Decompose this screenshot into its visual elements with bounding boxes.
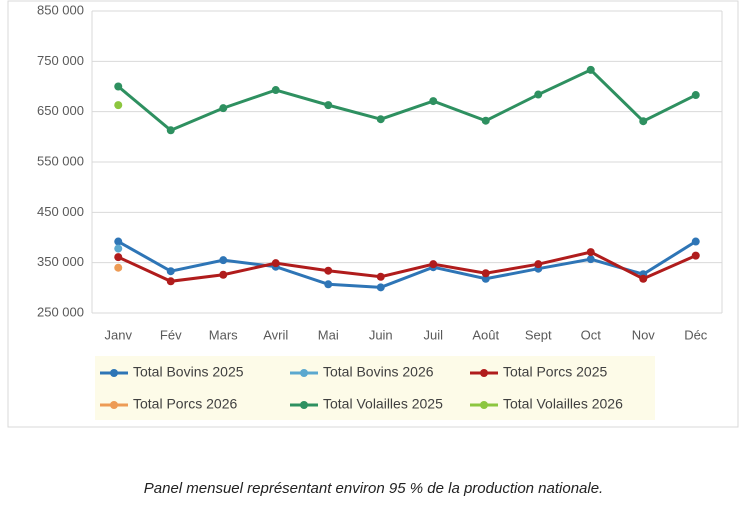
data-point: [271, 259, 280, 268]
legend-label: Total Bovins 2026: [323, 364, 434, 380]
data-point: [166, 126, 175, 135]
x-tick-label: Mars: [209, 327, 238, 342]
data-point: [534, 260, 543, 269]
data-point: [324, 266, 333, 275]
chart: 250 000 350 000 450 000 550 000 650 000 750 0…: [7, 0, 739, 428]
legend-label: Total Porcs 2026: [133, 396, 237, 412]
data-point: [219, 104, 228, 113]
data-point: [114, 82, 123, 91]
series-line: [117, 68, 697, 133]
data-point: [534, 90, 543, 99]
legend-marker: [480, 369, 488, 377]
data-point: [429, 260, 438, 269]
caption: Panel mensuel représentant environ 95 % …: [143, 480, 604, 497]
x-tick-label: Avril: [263, 327, 288, 342]
data-point: [271, 86, 280, 95]
y-tick-label: 850 000: [37, 2, 84, 17]
data-point: [429, 97, 438, 106]
data-point: [586, 65, 595, 74]
series-line: [117, 240, 697, 289]
y-tick-label: 350 000: [37, 254, 84, 269]
data-point: [114, 263, 123, 272]
y-tick-label: 550 000: [37, 153, 84, 168]
x-tick-label: Sept: [525, 327, 552, 342]
x-tick-label: Juin: [369, 327, 393, 342]
legend-label: Total Porcs 2025: [503, 364, 607, 380]
data-point: [639, 117, 648, 126]
legend-marker: [300, 369, 308, 377]
x-tick-label: Août: [472, 327, 499, 342]
data-point: [114, 244, 123, 253]
data-point: [586, 248, 595, 257]
data-point: [114, 253, 123, 262]
y-tick-label: 250 000: [37, 304, 84, 319]
y-tick-label: 750 000: [37, 53, 84, 68]
data-point: [691, 91, 700, 100]
data-point: [639, 274, 648, 283]
legend-marker: [110, 369, 118, 377]
data-point: [376, 115, 385, 124]
legend-label: Total Bovins 2025: [133, 364, 244, 380]
x-tick-label: Déc: [684, 327, 708, 342]
x-tick-label: Mai: [318, 327, 339, 342]
x-tick-label: Fév: [160, 327, 182, 342]
legend-marker: [480, 401, 488, 409]
data-point: [219, 270, 228, 279]
legend-marker: [110, 401, 118, 409]
y-tick-label: 650 000: [37, 103, 84, 118]
y-tick-label: 450 000: [37, 204, 84, 219]
data-point: [481, 116, 490, 125]
x-tick-label: Janv: [105, 327, 133, 342]
data-point: [219, 256, 228, 265]
data-point: [166, 277, 175, 286]
series-line: [117, 250, 697, 283]
data-point: [376, 272, 385, 281]
data-point: [586, 255, 595, 264]
data-point: [114, 101, 123, 110]
legend-box: [95, 356, 655, 420]
data-point: [691, 251, 700, 260]
x-tick-label: Nov: [632, 327, 656, 342]
data-point: [166, 267, 175, 276]
data-point: [691, 237, 700, 246]
legend-label: Total Volailles 2026: [503, 396, 623, 412]
data-point: [376, 283, 385, 292]
x-tick-label: Juil: [423, 327, 443, 342]
legend-marker: [300, 401, 308, 409]
legend-label: Total Volailles 2025: [323, 396, 443, 412]
data-point: [481, 269, 490, 278]
data-point: [324, 280, 333, 289]
data-point: [114, 237, 123, 246]
data-point: [324, 101, 333, 110]
data-point: [481, 274, 490, 283]
chart-border: [7, 0, 739, 428]
x-tick-label: Oct: [581, 327, 602, 342]
